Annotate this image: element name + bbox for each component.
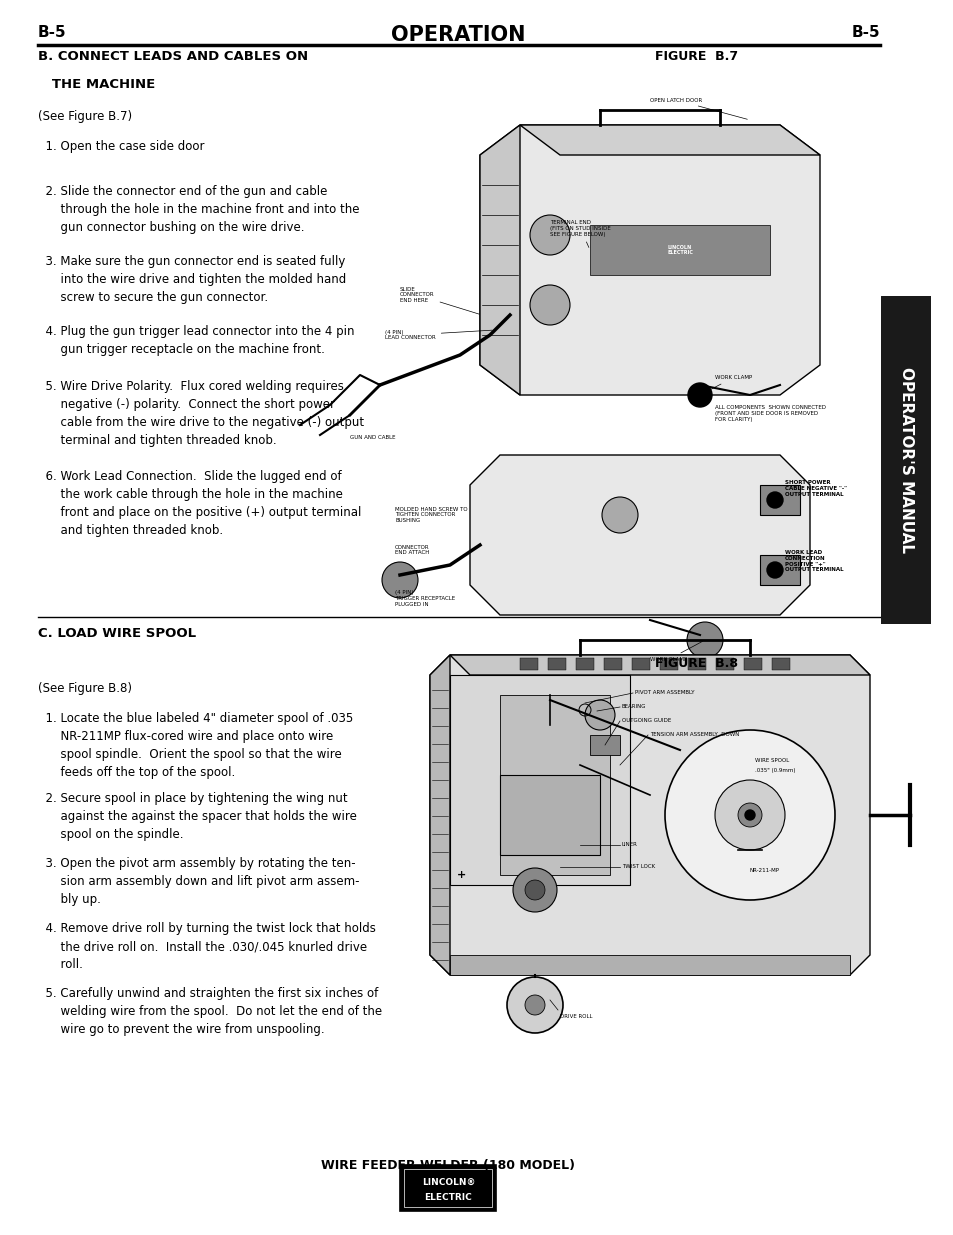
Text: LINCOLN®: LINCOLN® — [421, 1178, 475, 1187]
Text: PIVOT ARM ASSEMBLY: PIVOT ARM ASSEMBLY — [635, 690, 694, 695]
Bar — [760, 485, 800, 515]
Text: FIGURE  B.8: FIGURE B.8 — [655, 657, 738, 671]
Text: LINCOLN
ELECTRIC: LINCOLN ELECTRIC — [666, 245, 692, 256]
Text: CONNECTOR
END ATTACH: CONNECTOR END ATTACH — [395, 545, 429, 556]
Text: TENSION ARM ASSEMBLY  DOWN: TENSION ARM ASSEMBLY DOWN — [649, 732, 739, 737]
Bar — [603, 658, 621, 671]
Text: 4. Plug the gun trigger lead connector into the 4 pin
      gun trigger receptac: 4. Plug the gun trigger lead connector i… — [38, 325, 355, 356]
Bar — [450, 955, 849, 974]
Text: (See Figure B.7): (See Figure B.7) — [38, 110, 132, 124]
Text: (4 PIN)
TRIGGER RECEPTACLE
PLUGGED IN: (4 PIN) TRIGGER RECEPTACLE PLUGGED IN — [395, 590, 455, 606]
Text: TWIST LOCK: TWIST LOCK — [621, 864, 655, 869]
Text: OUTGOING GUIDE: OUTGOING GUIDE — [621, 719, 671, 724]
Circle shape — [381, 562, 417, 598]
Text: 6. Work Lead Connection.  Slide the lugged end of
      the work cable through t: 6. Work Lead Connection. Slide the lugge… — [38, 471, 361, 537]
Circle shape — [686, 622, 722, 658]
Text: 1. Locate the blue labeled 4" diameter spool of .035
      NR-211MP flux-cored w: 1. Locate the blue labeled 4" diameter s… — [38, 713, 353, 779]
Text: (See Figure B.8): (See Figure B.8) — [38, 682, 132, 695]
Text: THE MACHINE: THE MACHINE — [38, 78, 155, 91]
Bar — [547, 658, 565, 671]
Circle shape — [714, 781, 784, 850]
Text: OPEN LATCH DOOR: OPEN LATCH DOOR — [649, 98, 746, 120]
Text: WIRE FEEDER WELDER (180 MODEL): WIRE FEEDER WELDER (180 MODEL) — [321, 1158, 575, 1172]
Bar — [743, 658, 761, 671]
Text: WIRE SPOOL: WIRE SPOOL — [754, 758, 788, 763]
Text: NR-211-MP: NR-211-MP — [749, 867, 780, 872]
Text: BEARING: BEARING — [621, 704, 646, 709]
Circle shape — [524, 995, 544, 1015]
Polygon shape — [470, 454, 809, 615]
Circle shape — [524, 881, 544, 900]
Text: WORK CLAMP: WORK CLAMP — [701, 375, 752, 394]
Bar — [760, 555, 800, 585]
Circle shape — [766, 562, 782, 578]
Text: TERMINAL END
(FITS ON STUD INSIDE
SEE FIGURE BELOW): TERMINAL END (FITS ON STUD INSIDE SEE FI… — [550, 220, 610, 247]
Polygon shape — [479, 125, 519, 395]
Bar — [499, 776, 599, 855]
Circle shape — [530, 285, 569, 325]
Bar — [771, 658, 789, 671]
Text: 5. Wire Drive Polarity.  Flux cored welding requires
      negative (-) polarity: 5. Wire Drive Polarity. Flux cored weldi… — [38, 380, 364, 447]
Bar — [519, 658, 537, 671]
Circle shape — [664, 730, 834, 900]
Polygon shape — [430, 655, 450, 974]
Text: OPERATOR'S MANUAL: OPERATOR'S MANUAL — [898, 367, 913, 553]
Text: C. LOAD WIRE SPOOL: C. LOAD WIRE SPOOL — [38, 627, 196, 640]
Text: GUN AND CABLE: GUN AND CABLE — [350, 435, 395, 440]
Bar — [659, 658, 678, 671]
Bar — [400, 1165, 496, 1212]
Circle shape — [738, 803, 761, 827]
Text: 3. Open the pivot arm assembly by rotating the ten-
      sion arm assembly down: 3. Open the pivot arm assembly by rotati… — [38, 857, 359, 906]
Circle shape — [513, 868, 557, 911]
Polygon shape — [430, 655, 869, 974]
Circle shape — [744, 810, 754, 820]
Bar — [687, 658, 705, 671]
Bar — [450, 676, 629, 885]
Bar — [716, 658, 733, 671]
Text: LINER: LINER — [621, 842, 638, 847]
Bar — [589, 735, 619, 755]
Text: ELECTRIC: ELECTRIC — [424, 1193, 472, 1202]
Text: +: + — [456, 869, 466, 881]
Text: B-5: B-5 — [38, 25, 67, 40]
Text: B-5: B-5 — [850, 25, 879, 40]
Text: 1. Open the case side door: 1. Open the case side door — [38, 140, 204, 153]
Bar — [631, 658, 649, 671]
Text: B. CONNECT LEADS AND CABLES ON: B. CONNECT LEADS AND CABLES ON — [38, 49, 308, 63]
Text: 2. Slide the connector end of the gun and cable
      through the hole in the ma: 2. Slide the connector end of the gun an… — [38, 185, 359, 233]
Circle shape — [601, 496, 638, 534]
Text: SLIDE
CONNECTOR
END HERE: SLIDE CONNECTOR END HERE — [399, 287, 478, 314]
Text: DRIVE ROLL: DRIVE ROLL — [559, 1014, 592, 1020]
Bar — [499, 695, 609, 876]
Bar — [576, 658, 594, 671]
Text: 4. Remove drive roll by turning the twist lock that holds
      the drive roll o: 4. Remove drive roll by turning the twis… — [38, 923, 375, 971]
Polygon shape — [450, 655, 869, 676]
Text: (4 PIN)
LEAD CONNECTOR: (4 PIN) LEAD CONNECTOR — [385, 330, 492, 341]
Text: SHORT POWER
CABLE NEGATIVE "-"
OUTPUT TERMINAL: SHORT POWER CABLE NEGATIVE "-" OUTPUT TE… — [784, 480, 846, 496]
Text: WORK LEAD
CONNECTION
POSITIVE "+"
OUTPUT TERMINAL: WORK LEAD CONNECTION POSITIVE "+" OUTPUT… — [784, 550, 842, 572]
Text: OPERATION: OPERATION — [391, 25, 524, 44]
Text: 5. Carefully unwind and straighten the first six inches of
      welding wire fr: 5. Carefully unwind and straighten the f… — [38, 987, 382, 1036]
Circle shape — [584, 700, 615, 730]
Text: 3. Make sure the gun connector end is seated fully
      into the wire drive and: 3. Make sure the gun connector end is se… — [38, 254, 346, 304]
Circle shape — [766, 492, 782, 508]
Text: ALL COMPONENTS  SHOWN CONNECTED
(FRONT AND SIDE DOOR IS REMOVED
FOR CLARITY): ALL COMPONENTS SHOWN CONNECTED (FRONT AN… — [714, 405, 825, 421]
Bar — [404, 1170, 492, 1207]
Text: FIGURE  B.7: FIGURE B.7 — [655, 49, 738, 63]
Text: MOLDED HAND SCREW TO
TIGHTEN CONNECTOR
BUSHING: MOLDED HAND SCREW TO TIGHTEN CONNECTOR B… — [395, 506, 467, 524]
Polygon shape — [479, 125, 820, 395]
Text: WORK CLAMP: WORK CLAMP — [649, 641, 701, 662]
Polygon shape — [519, 125, 820, 156]
Text: .035" (0.9mm): .035" (0.9mm) — [754, 768, 795, 773]
Circle shape — [530, 215, 569, 254]
Bar — [589, 225, 769, 275]
Circle shape — [687, 383, 711, 408]
Circle shape — [506, 977, 562, 1032]
Text: 2. Secure spool in place by tightening the wing nut
      against the against th: 2. Secure spool in place by tightening t… — [38, 792, 356, 841]
